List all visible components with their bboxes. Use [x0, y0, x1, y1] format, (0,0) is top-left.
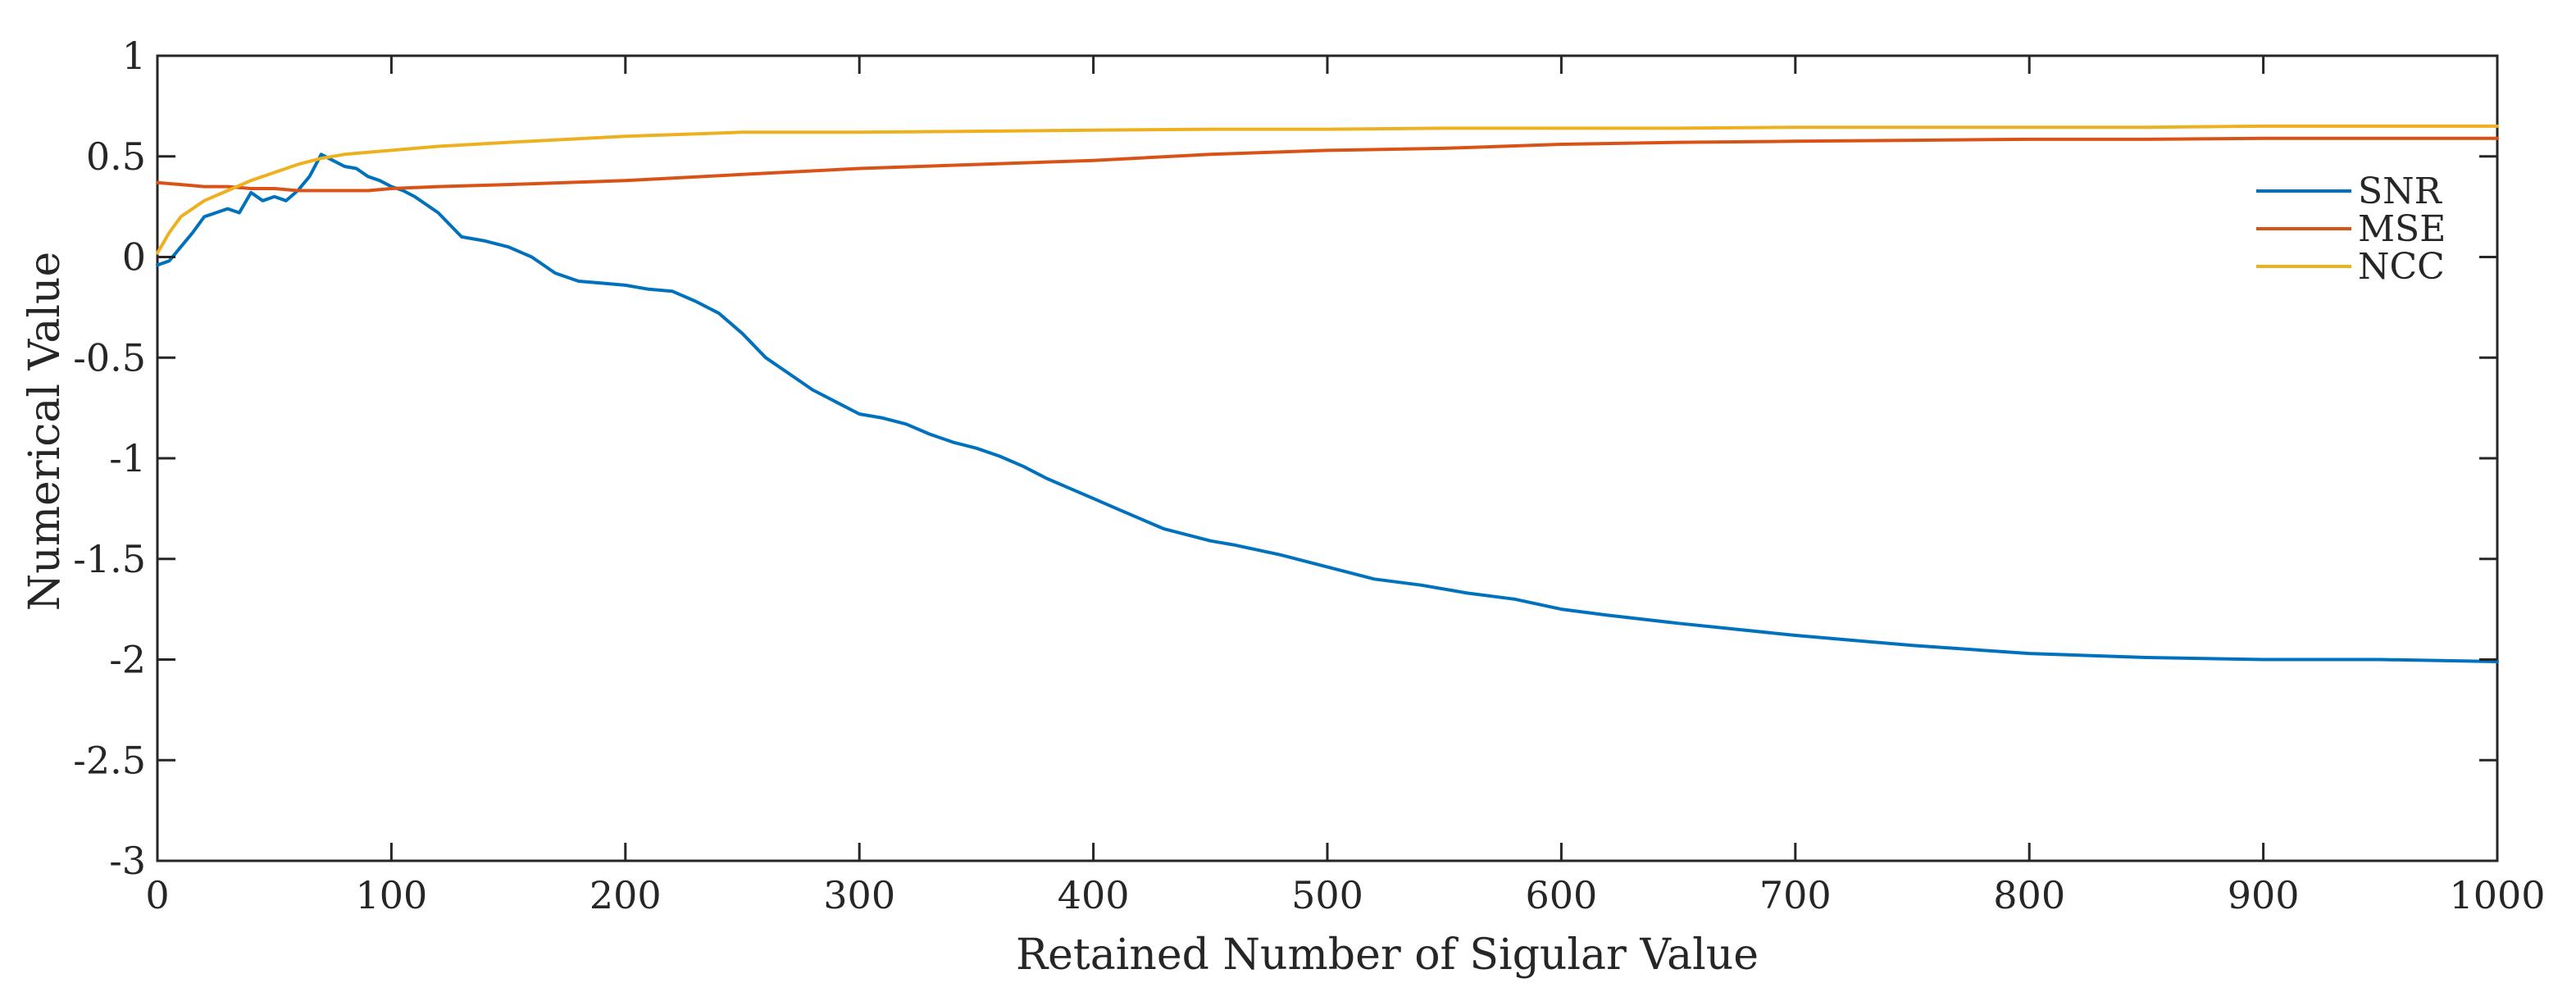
tick-layer: 0 100 200 300 400 500 600 700 800 900 1000 1 0.5 0 -0.…	[73, 34, 2545, 917]
series-line-mse	[156, 136, 2499, 193]
x-tick-label: 700	[1759, 873, 1832, 917]
y-tick-label: -1	[109, 436, 146, 480]
x-tick-label: 400	[1058, 873, 1130, 917]
x-tick-label: 800	[1993, 873, 2065, 917]
x-tick-label: 500	[1291, 873, 1363, 917]
x-tick-label: 100	[355, 873, 427, 917]
series-line-snr	[156, 152, 2499, 663]
x-tick-label: 1000	[2449, 873, 2545, 917]
y-tick-label: 1	[122, 34, 146, 78]
x-axis-title: Retained Number of Sigular Value	[1016, 930, 1759, 980]
y-axis-title: Numerical Value	[20, 252, 70, 612]
y-tick-label: -2	[109, 638, 146, 682]
y-tick-label: -3	[109, 839, 146, 883]
series-line-ncc	[156, 124, 2499, 255]
legend-label-mse: MSE	[2358, 208, 2446, 250]
x-tick-label: 0	[145, 873, 169, 917]
x-tick-label: 900	[2228, 873, 2300, 917]
series-layer	[156, 124, 2499, 663]
x-tick-label: 600	[1525, 873, 1597, 917]
y-tick-label: -0.5	[73, 335, 146, 380]
y-tick-label: 0	[122, 235, 146, 280]
legend-label-ncc: NCC	[2358, 246, 2445, 288]
y-tick-label: 0.5	[86, 134, 146, 179]
y-tick-label: -2.5	[73, 738, 146, 782]
legend-label-snr: SNR	[2358, 171, 2443, 212]
y-tick-label: -1.5	[73, 537, 146, 581]
x-tick-label: 200	[589, 873, 662, 917]
x-tick-label: 300	[823, 873, 895, 917]
